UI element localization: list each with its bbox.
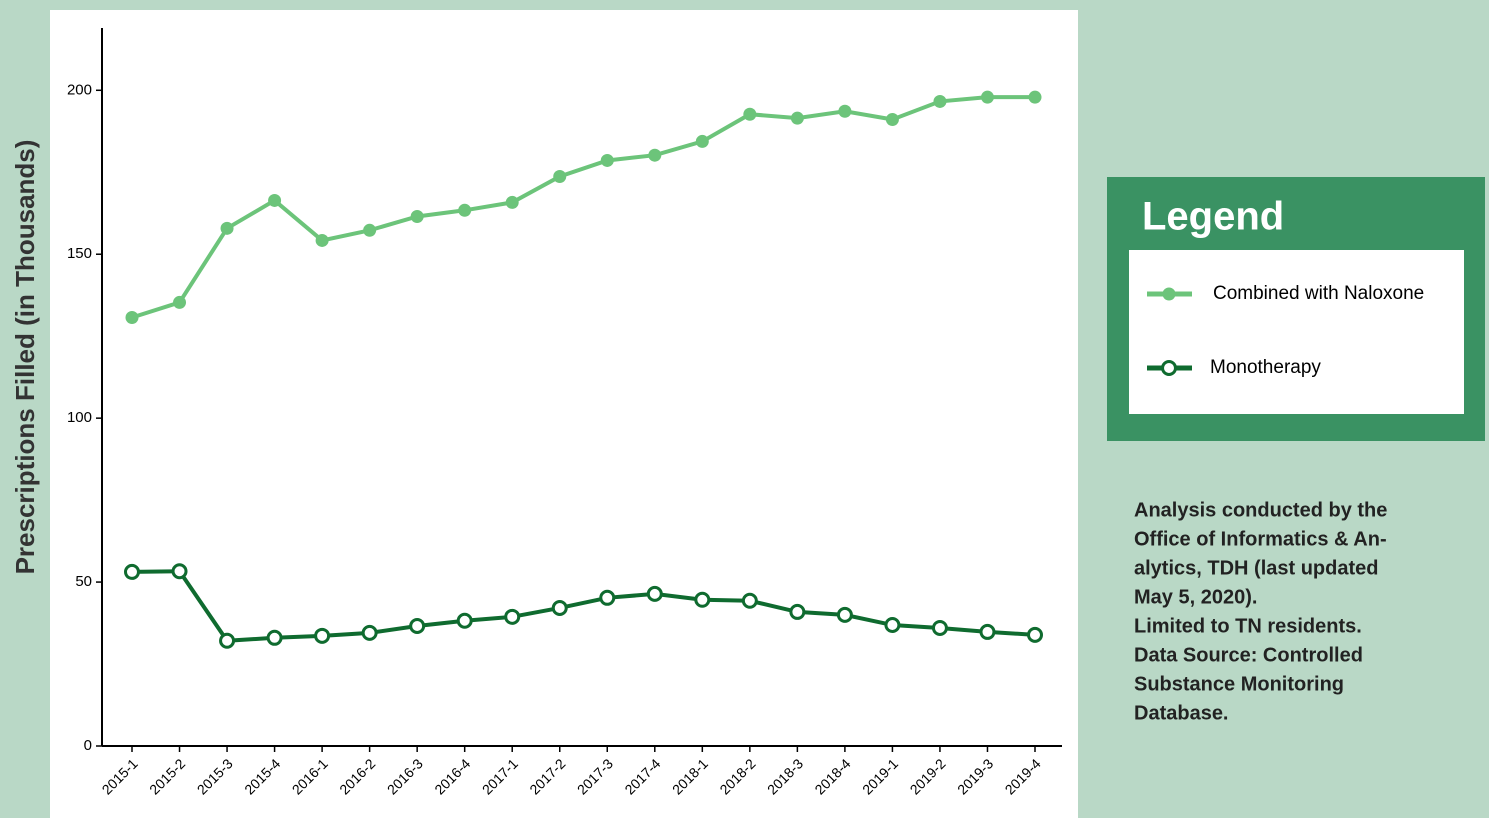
legend-inner: [1129, 250, 1464, 414]
data-point: [695, 134, 709, 148]
y-tick-label: 0: [84, 737, 92, 754]
note-line: Data Source: Controlled: [1134, 644, 1363, 666]
data-point: [741, 592, 758, 609]
data-point: [458, 203, 472, 217]
data-point: [743, 107, 757, 121]
data-point: [314, 627, 331, 644]
note-line: Database.: [1134, 702, 1229, 724]
data-point: [885, 112, 899, 126]
data-point: [410, 210, 424, 224]
data-point: [933, 94, 947, 108]
legend-marker: [1162, 287, 1176, 301]
plot-panel: [50, 10, 1078, 818]
legend-marker: [1161, 360, 1177, 376]
y-tick-label: 200: [67, 81, 92, 98]
data-point: [456, 612, 473, 629]
note: Analysis conducted by the Office of Infor…: [1134, 499, 1387, 724]
data-point: [173, 295, 187, 309]
data-point: [1028, 90, 1042, 104]
data-point: [553, 170, 567, 184]
data-point: [124, 563, 140, 580]
note-line: May 5, 2020).: [1134, 586, 1257, 608]
note-line: alytics, TDH (last updated: [1134, 557, 1379, 579]
data-point: [361, 624, 378, 641]
data-point: [980, 90, 994, 104]
data-point: [315, 233, 329, 247]
data-point: [648, 148, 662, 162]
data-point: [838, 104, 852, 118]
data-point: [219, 632, 236, 649]
data-point: [266, 629, 283, 646]
data-point: [884, 617, 901, 634]
legend-title: Legend: [1142, 195, 1284, 239]
y-axis-label: Prescriptions Filled (in Thousands): [10, 140, 40, 575]
y-tick-label: 50: [75, 573, 92, 590]
data-point: [363, 223, 377, 237]
legend-label: Combined with Naloxone: [1213, 283, 1424, 304]
note-line: Office of Informatics & An-: [1134, 528, 1387, 550]
data-point: [268, 193, 282, 207]
data-point: [409, 618, 426, 635]
note-line: Substance Monitoring: [1134, 673, 1344, 695]
data-point: [125, 310, 139, 324]
series-line: [131, 95, 1035, 320]
data-point: [171, 563, 188, 580]
data-point: [551, 599, 568, 616]
data-point: [836, 606, 853, 623]
data-point: [600, 153, 614, 167]
note-line: Analysis conducted by the: [1134, 499, 1387, 521]
data-point: [505, 195, 519, 209]
legend-label: Monotherapy: [1210, 357, 1321, 378]
data-point: [220, 221, 234, 235]
data-point: [979, 623, 996, 640]
note-line: Limited to TN residents.: [1134, 615, 1362, 637]
data-point: [504, 608, 521, 625]
data-point: [1027, 626, 1043, 643]
data-point: [790, 111, 804, 125]
data-point: [694, 591, 711, 608]
data-point: [599, 589, 616, 606]
y-tick-label: 100: [67, 409, 92, 426]
y-tick-label: 150: [67, 245, 92, 262]
data-point: [789, 603, 806, 620]
data-point: [646, 585, 663, 602]
data-point: [931, 619, 948, 636]
